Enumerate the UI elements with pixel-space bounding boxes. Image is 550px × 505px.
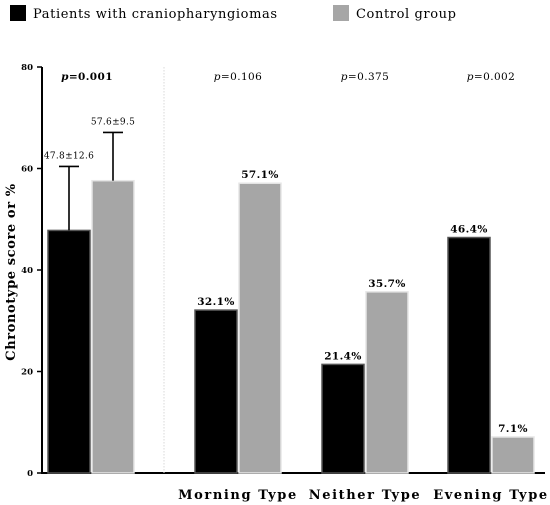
bar-control <box>238 182 282 474</box>
data-label-control: 57.1% <box>241 169 279 181</box>
y-tick-label: 80 <box>21 63 33 73</box>
bar-patients <box>447 236 491 474</box>
data-label-control: 35.7% <box>368 278 406 290</box>
p-value-label: p=0.375 <box>341 71 389 83</box>
bars <box>47 131 535 474</box>
bar-patients <box>47 229 91 474</box>
data-label-patients: 21.4% <box>324 350 362 362</box>
y-tick-label: 20 <box>21 368 33 378</box>
data-label-control: 7.1% <box>498 423 528 435</box>
p-value-label: p=0.106 <box>214 71 262 83</box>
y-axis-label: Chronotype score or % <box>4 183 19 360</box>
data-label-patients: 46.4% <box>450 224 488 236</box>
y-tick-label: 40 <box>21 266 33 276</box>
legend-label-control: Control group <box>356 7 457 22</box>
legend: Patients with craniopharyngiomas Control… <box>10 5 457 22</box>
annotations: 47.8±12.6 32.1% 21.4% 46.4% 57.6±9.5 57.1% 35.… <box>44 71 549 503</box>
x-category-label: Evening Type <box>433 488 549 503</box>
bar-control <box>491 436 535 474</box>
legend-swatch-patients <box>10 5 26 21</box>
data-label-patients: 47.8±12.6 <box>44 151 94 161</box>
data-label-patients: 32.1% <box>197 296 235 308</box>
data-label-control: 57.6±9.5 <box>91 117 135 127</box>
bar-control <box>365 291 409 474</box>
bar-patients <box>321 363 365 474</box>
legend-label-patients: Patients with craniopharyngiomas <box>33 7 278 22</box>
x-category-label: Morning Type <box>178 488 298 503</box>
bar-control <box>91 179 135 474</box>
y-tick-label: 60 <box>21 165 33 175</box>
y-ticks: 0 20 40 60 80 <box>21 63 42 479</box>
legend-swatch-control <box>333 5 349 21</box>
x-category-label: Neither Type <box>309 488 422 503</box>
y-tick-label: 0 <box>27 469 33 479</box>
p-value-label: p=0.001 <box>61 71 113 83</box>
bar-patients <box>194 309 238 474</box>
p-value-label: p=0.002 <box>467 71 515 83</box>
